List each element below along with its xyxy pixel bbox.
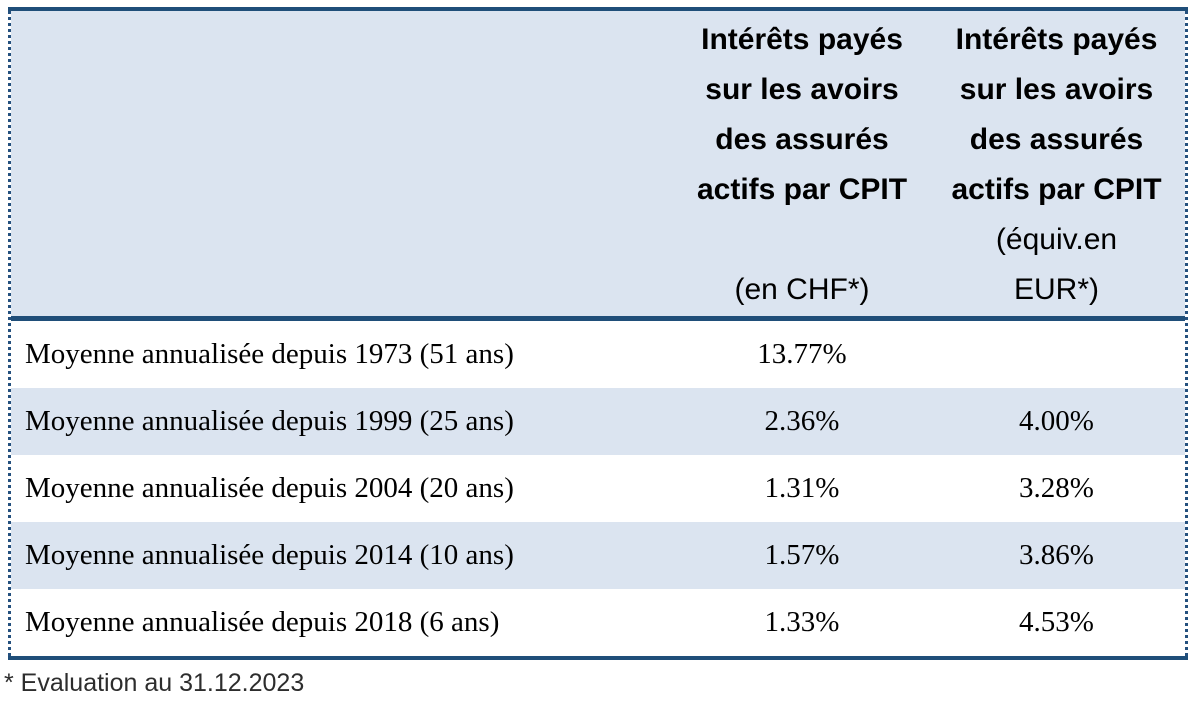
row-value-eur: 3.86% xyxy=(1019,539,1094,571)
table-bottom-rule xyxy=(8,656,1188,660)
header-line: sur les avoirs xyxy=(959,73,1154,106)
header-line: sur les avoirs xyxy=(705,73,899,106)
row-label: Moyenne annualisée depuis 2018 (6 ans) xyxy=(25,606,500,638)
table-body: Moyenne annualisée depuis 1973 (51 ans) … xyxy=(11,321,1185,656)
header-col-labels xyxy=(11,15,676,316)
row-value-eur: 4.53% xyxy=(1019,606,1094,638)
table-row: Moyenne annualisée depuis 2018 (6 ans) 1… xyxy=(11,589,1185,656)
table-top-rule xyxy=(8,7,1188,11)
row-label: Moyenne annualisée depuis 1973 (51 ans) xyxy=(25,338,514,370)
header-line xyxy=(676,215,928,265)
header-line: des assurés xyxy=(969,123,1144,156)
row-label: Moyenne annualisée depuis 2004 (20 ans) xyxy=(25,472,514,504)
header-col-chf: Intérêts payés sur les avoirs des assuré… xyxy=(676,15,928,316)
table-row: Moyenne annualisée depuis 2014 (10 ans) … xyxy=(11,522,1185,589)
header-line: actifs par CPIT xyxy=(696,173,908,206)
interest-rates-table: Intérêts payés sur les avoirs des assuré… xyxy=(8,7,1188,660)
evaluation-footnote: * Evaluation au 31.12.2023 xyxy=(4,669,305,697)
row-value-eur: 4.00% xyxy=(1019,405,1094,437)
row-label: Moyenne annualisée depuis 1999 (25 ans) xyxy=(25,405,514,437)
row-value-chf: 13.77% xyxy=(757,338,847,370)
row-value-chf: 1.33% xyxy=(764,606,840,638)
row-value-chf: 1.57% xyxy=(764,539,840,571)
table-header-row: Intérêts payés sur les avoirs des assuré… xyxy=(11,11,1185,316)
header-separator-rule xyxy=(11,316,1185,321)
header-line: Intérêts payés xyxy=(955,23,1158,56)
header-line-unit-eur: EUR*) xyxy=(1013,273,1099,306)
table-row: Moyenne annualisée depuis 1973 (51 ans) … xyxy=(11,321,1185,388)
row-value-chf: 2.36% xyxy=(764,405,840,437)
header-col-eur: Intérêts payés sur les avoirs des assuré… xyxy=(928,15,1185,316)
row-label: Moyenne annualisée depuis 2014 (10 ans) xyxy=(25,539,514,571)
table-dotted-frame: Intérêts payés sur les avoirs des assuré… xyxy=(8,11,1188,656)
header-line: des assurés xyxy=(715,123,889,156)
header-line: (équiv.en xyxy=(995,223,1118,256)
header-line: Intérêts payés xyxy=(701,23,903,56)
row-value-eur: 3.28% xyxy=(1019,472,1094,504)
table-row: Moyenne annualisée depuis 2004 (20 ans) … xyxy=(11,455,1185,522)
header-line: actifs par CPIT xyxy=(951,173,1162,206)
table-row: Moyenne annualisée depuis 1999 (25 ans) … xyxy=(11,388,1185,455)
header-line-unit-chf: (en CHF*) xyxy=(734,273,870,306)
row-value-chf: 1.31% xyxy=(764,472,840,504)
